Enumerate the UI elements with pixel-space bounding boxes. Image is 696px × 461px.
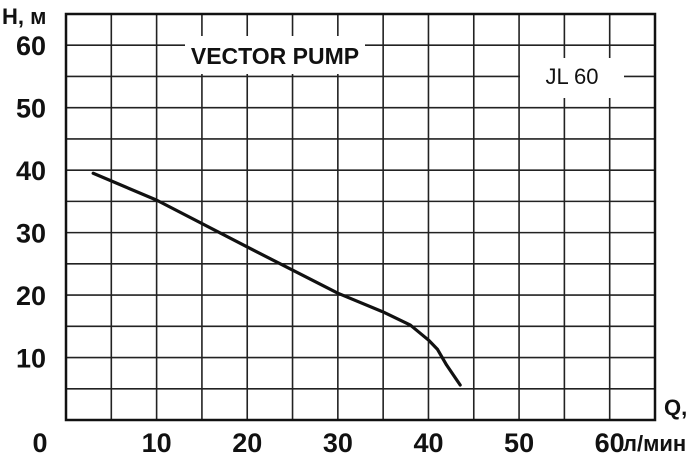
y-tick-label: 40 <box>16 156 46 186</box>
chart-title: VECTOR PUMP <box>191 43 359 69</box>
x-tick-label: 30 <box>323 428 353 458</box>
x-tick-label: 40 <box>413 428 443 458</box>
y-tick-label: 10 <box>16 344 46 374</box>
x-tick-label: 60 <box>595 428 625 458</box>
model-label: JL 60 <box>545 64 598 89</box>
title-box <box>185 36 365 74</box>
x-tick-label: 10 <box>142 428 172 458</box>
y-tick-labels: 10 20 30 40 50 60 <box>16 31 46 373</box>
x-axis-label-unit: л/мин <box>623 431 686 456</box>
y-tick-label: 30 <box>16 219 46 249</box>
x-tick-labels: 0 10 20 30 40 50 60 <box>32 428 624 458</box>
series-group <box>91 171 462 387</box>
y-axis-label: H, м <box>2 4 46 29</box>
y-tick-label: 20 <box>16 281 46 311</box>
model-box <box>520 58 624 98</box>
x-axis-label-q: Q, <box>664 395 687 420</box>
x-tick-label: 0 <box>32 428 47 458</box>
y-tick-label: 50 <box>16 94 46 124</box>
series-line <box>91 171 462 387</box>
x-tick-label: 20 <box>232 428 262 458</box>
x-tick-label: 50 <box>504 428 534 458</box>
y-tick-label: 60 <box>16 31 46 61</box>
plot-frame <box>64 12 657 422</box>
